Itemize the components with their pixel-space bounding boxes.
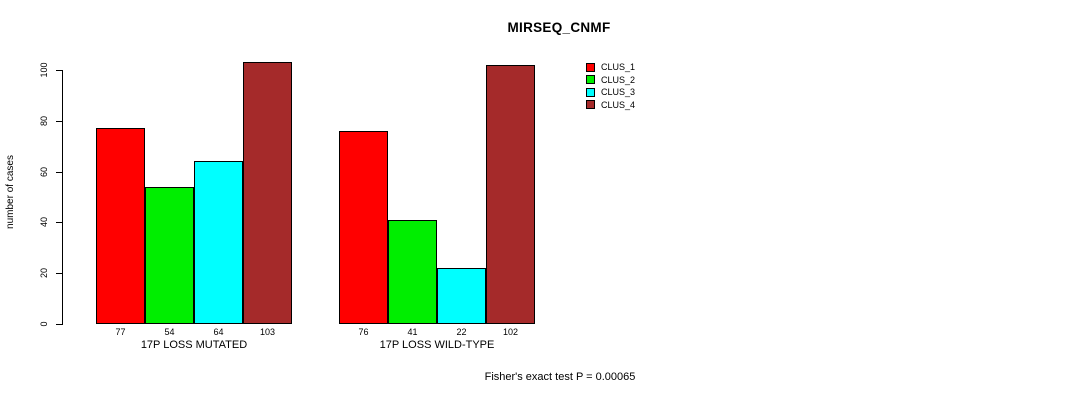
- bar-clus-4-17p-loss-mutated: [243, 62, 292, 324]
- legend-item-clus-4: CLUS_4: [586, 100, 635, 110]
- chart-title: MIRSEQ_CNMF: [507, 20, 611, 35]
- y-axis-line: [62, 70, 63, 325]
- y-tick-mark: [56, 171, 62, 173]
- y-tick-mark: [56, 70, 62, 71]
- legend-swatch-clus-4: [586, 100, 595, 109]
- legend-label: CLUS_3: [601, 87, 636, 97]
- y-axis-label: number of cases: [5, 155, 16, 229]
- legend-label: CLUS_2: [601, 74, 636, 85]
- group-label-17p-loss-mutated: 17P LOSS MUTATED: [140, 339, 248, 351]
- bar-value-label: 103: [259, 327, 276, 337]
- bar-value-label: 76: [358, 327, 369, 337]
- y-tick-label: 100: [39, 62, 49, 78]
- legend-swatch-clus-2: [586, 75, 595, 84]
- legend-item-clus-3: CLUS_3: [586, 87, 635, 97]
- bar-clus-3-17p-loss-mutated: [194, 161, 243, 324]
- bar-clus-3-17p-loss-wild-type: [437, 268, 486, 324]
- bar-clus-2-17p-loss-mutated: [145, 186, 194, 324]
- y-tick-mark: [56, 273, 62, 275]
- bar-value-label: 77: [115, 327, 126, 337]
- group-label-17p-loss-wild-type: 17P LOSS WILD-TYPE: [379, 339, 495, 351]
- legend-swatch-clus-1: [586, 62, 595, 72]
- legend-item-clus-1: CLUS_1: [586, 62, 635, 72]
- y-tick-mark: [56, 120, 62, 122]
- bar-value-label: 54: [164, 327, 175, 337]
- bar-value-label: 41: [407, 327, 418, 337]
- footer-annotation: Fisher's exact test P = 0.00065: [484, 371, 636, 383]
- y-tick-label: 60: [39, 166, 49, 177]
- bar-clus-4-17p-loss-wild-type: [486, 64, 535, 324]
- bar-value-label: 22: [456, 327, 467, 337]
- bar-clus-1-17p-loss-mutated: [96, 128, 145, 324]
- y-tick-label: 0: [39, 321, 49, 327]
- bar-value-label: 64: [213, 327, 224, 337]
- y-tick-mark: [56, 324, 62, 325]
- legend-swatch-clus-3: [586, 87, 595, 97]
- legend-label: CLUS_4: [601, 99, 636, 110]
- bar-clus-2-17p-loss-wild-type: [388, 219, 437, 324]
- y-tick-label: 20: [39, 268, 49, 279]
- legend-item-clus-2: CLUS_2: [586, 75, 635, 85]
- bar-value-label: 102: [502, 327, 519, 337]
- legend-label: CLUS_1: [601, 62, 636, 72]
- bar-clus-1-17p-loss-wild-type: [339, 130, 388, 324]
- y-tick-mark: [56, 222, 62, 224]
- y-tick-label: 40: [39, 217, 49, 228]
- y-tick-label: 80: [39, 115, 49, 126]
- legend: CLUS_1 CLUS_2 CLUS_3 CLUS_4: [586, 62, 635, 112]
